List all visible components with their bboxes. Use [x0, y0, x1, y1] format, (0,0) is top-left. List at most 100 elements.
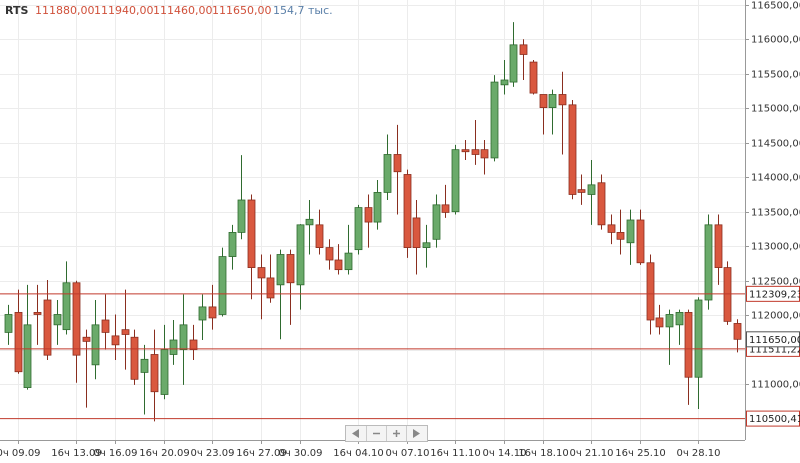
- candle-body: [587, 184, 596, 195]
- candle-body: [568, 104, 577, 195]
- candle-body: [208, 306, 217, 319]
- candle-body: [364, 207, 373, 223]
- candle-body: [393, 154, 402, 173]
- candle-body: [509, 44, 518, 83]
- nav-right[interactable]: [413, 429, 420, 438]
- x-tick-label: 16ч 11.10: [430, 448, 480, 459]
- candle-body: [694, 299, 703, 378]
- x-tick-label: 0ч 07.10: [385, 448, 429, 459]
- candle-body: [403, 174, 412, 248]
- header-close: 111650,00: [212, 4, 272, 17]
- candle-body: [548, 94, 557, 108]
- candle-body: [257, 267, 266, 279]
- candle-body: [373, 192, 382, 223]
- candle-body: [704, 224, 713, 301]
- candle-body: [675, 312, 684, 326]
- candle-body: [23, 324, 32, 388]
- candle-body: [441, 204, 450, 213]
- x-tick-label: 0ч 23.09: [190, 448, 234, 459]
- x-tick-label: 0ч 28.10: [676, 448, 720, 459]
- candle-body: [82, 336, 91, 342]
- y-tick-label: 113000,00: [751, 242, 800, 253]
- x-tick-label: 16ч 18.10: [518, 448, 568, 459]
- candle-body: [665, 314, 674, 328]
- level-label: 112309,23: [749, 289, 800, 300]
- candle-body: [150, 354, 159, 393]
- candle-body: [480, 149, 489, 159]
- candle-body: [354, 207, 363, 251]
- candle-body: [412, 217, 421, 248]
- candle-body: [684, 312, 693, 378]
- candle-body: [636, 219, 645, 264]
- candle-body: [111, 335, 120, 346]
- candle-body: [461, 149, 470, 153]
- x-tick-label: 16ч 20.09: [139, 448, 189, 459]
- candle-body: [723, 267, 732, 322]
- candle-body: [383, 154, 392, 193]
- last-price-label: 111650,00: [749, 335, 800, 346]
- candle-body: [607, 224, 616, 233]
- candle-body: [471, 149, 480, 155]
- candle-body: [529, 61, 538, 94]
- x-tick-label: 0ч 14.10: [482, 448, 526, 459]
- candle-body: [646, 262, 655, 321]
- candle-body: [422, 242, 431, 248]
- x-tick-label: 16ч 25.10: [615, 448, 665, 459]
- candle-body: [62, 282, 71, 331]
- candle-body: [237, 199, 246, 233]
- y-tick-label: 115000,00: [751, 104, 800, 115]
- candle-body: [344, 252, 353, 271]
- candle-body: [714, 224, 723, 268]
- candle-body: [228, 232, 237, 257]
- y-tick-label: 114500,00: [751, 139, 800, 150]
- candle-body: [266, 277, 275, 299]
- candle-body: [733, 323, 742, 340]
- candle-body: [655, 317, 664, 328]
- candle-body: [334, 259, 343, 271]
- candle-body: [616, 232, 625, 240]
- candle-body: [33, 312, 42, 315]
- candle-body: [4, 314, 13, 333]
- candle-body: [305, 218, 314, 226]
- candle-body: [53, 314, 62, 326]
- y-tick-label: 115500,00: [751, 70, 800, 81]
- candle-body: [189, 339, 198, 351]
- nav-left[interactable]: [352, 429, 359, 438]
- candle-body: [577, 189, 586, 193]
- x-tick-label: 16ч 27.09: [236, 448, 286, 459]
- candle-body: [130, 336, 139, 380]
- x-tick-label: 0ч 09.09: [0, 448, 41, 459]
- candle-body: [296, 224, 305, 286]
- y-tick-label: 111000,00: [751, 380, 800, 391]
- candle-body: [597, 182, 606, 226]
- candle-body: [325, 247, 334, 261]
- candle-body: [169, 339, 178, 355]
- candle-body: [140, 358, 149, 373]
- level-label: 111511,22: [749, 344, 800, 355]
- level-label: 110500,41: [749, 414, 800, 425]
- candle-body: [626, 219, 635, 244]
- candle-body: [247, 199, 256, 268]
- candle-body: [101, 319, 110, 333]
- candle-body: [179, 324, 188, 351]
- candle-body: [218, 256, 227, 315]
- nav-zoom-in[interactable]: [393, 430, 400, 437]
- navigation: [345, 425, 428, 442]
- y-tick-label: 113500,00: [751, 208, 800, 219]
- candle-body: [286, 254, 295, 284]
- candle-body: [14, 312, 23, 373]
- y-tick-label: 112000,00: [751, 311, 800, 322]
- header-open: 111880,00: [35, 4, 95, 17]
- y-tick-label: 114000,00: [751, 173, 800, 184]
- candle-body: [72, 282, 81, 356]
- candle-body: [539, 94, 548, 108]
- y-tick-label: 112500,00: [751, 277, 800, 288]
- x-tick-label: 0ч 16.09: [93, 448, 137, 459]
- candle-body: [160, 349, 169, 395]
- header-volume: 154,7 тыс.: [273, 4, 333, 17]
- symbol: RTS: [5, 4, 28, 17]
- x-tick-label: 0ч 21.10: [569, 448, 613, 459]
- candle-body: [500, 79, 509, 86]
